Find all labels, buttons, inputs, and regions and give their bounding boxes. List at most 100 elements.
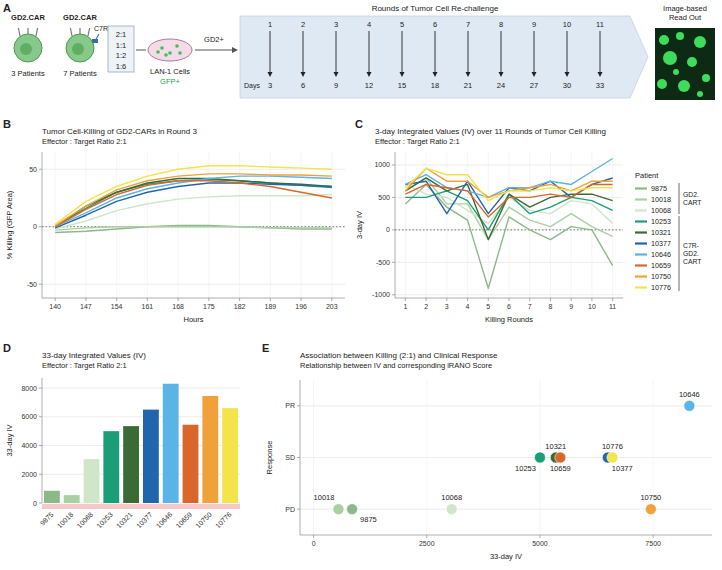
tick-label: 3 [445,303,449,310]
round: 3 [334,20,338,29]
tick-label: 189 [265,303,277,310]
day: 9 [334,81,338,90]
tick-label: 147 [80,303,92,310]
rechallenge-arrow [303,31,304,73]
x-axis-line [300,535,712,536]
baseline-strip [42,504,240,509]
tick-label: 4 [466,303,470,310]
tick-mark [539,535,540,538]
tick-label: 203 [326,303,338,310]
arrow-head [301,72,306,77]
legend-entry: 10750 [651,272,671,281]
tick-mark [331,298,332,301]
tick-label: 0 [386,226,390,233]
day: 21 [464,81,472,90]
tick-label: 10068 [75,511,94,530]
day: 24 [497,81,505,90]
tick-mark [392,262,395,263]
tick-label: 10776 [214,511,233,530]
receptor [18,28,20,36]
nucleus [72,43,84,55]
tick-label: 5000 [532,540,548,547]
arrow-head [400,72,405,77]
tick-label: 2000 [21,471,37,478]
legend-swatch [635,253,647,255]
tick-mark [39,503,42,504]
round: 7 [466,20,470,29]
tick-label: 6000 [21,413,37,420]
ratio: 2:1 [116,30,126,39]
tick-label: 10253 [95,511,114,530]
point [684,400,695,411]
tick-label: SD [285,454,295,461]
tick-mark [39,445,42,446]
x-axis-line [42,298,345,299]
plot-area [44,384,238,503]
point-label: 10253 [515,464,536,473]
tick-mark [612,298,613,301]
grid-line [405,152,406,298]
tick-mark [509,298,510,301]
grid-line [85,152,86,298]
tick-mark [301,298,302,301]
y-axis-title: 33-day IV [5,424,14,456]
tick-label: 10659 [174,511,193,530]
tick-mark [297,405,300,406]
tick-mark [39,416,42,417]
legend-group-line: CART [683,258,701,265]
y-axis-line [395,152,396,298]
car-label: GD2.CAR [63,13,97,22]
readout-blob [676,32,684,40]
series-line [405,184,612,288]
point [534,452,545,463]
grid-line [591,152,592,298]
legend-entry: 10377 [651,239,671,248]
rechallenge-arrow [369,31,370,73]
tick-label: 4000 [21,442,37,449]
chart-subtitle: Effector : Target Ratio 2:1 [42,137,127,146]
panel-letter: B [3,118,11,130]
reporter: GFP+ [160,77,180,86]
tick-label: 168 [172,303,184,310]
series-line [55,166,332,225]
series-line [55,178,332,226]
tick-mark [591,298,592,301]
patient-count: 7 Patients [63,69,97,78]
plot-area [333,400,695,514]
tick-label: 161 [142,303,154,310]
panel-letter: D [3,342,11,354]
tick-mark [85,298,86,301]
tick-mark [426,535,427,538]
legend-swatch [635,198,647,200]
tick-label: 7500 [645,540,661,547]
grid-line [301,152,302,298]
tick-label: 175 [203,303,215,310]
round: 11 [596,20,604,29]
readout-line: Image-based [663,4,707,13]
arrow-head [433,72,438,77]
tick-mark [297,509,300,510]
tick-mark [571,298,572,301]
round: 6 [433,20,437,29]
tick-label: 10646 [155,511,174,530]
readout-blob [702,74,710,82]
legend-entry: 10646 [651,250,671,259]
x-axis-line [395,298,623,299]
grid-line [270,152,271,298]
readout-blob [697,91,703,97]
tick-label: 1000 [374,161,390,168]
y-axis-title: Response [265,441,274,475]
series-line [405,168,612,197]
x-axis-title: 33-day IV [490,552,522,561]
tick-label: 8 [549,303,553,310]
arrow [195,50,232,51]
series-line [405,178,612,214]
tick-label: 154 [111,303,123,310]
plot-area [42,166,345,233]
tick-mark [392,229,395,230]
readout-image [655,28,715,100]
tumor-cell [160,46,164,50]
grid-line [612,152,613,298]
round: 9 [532,20,536,29]
arrow [136,50,146,51]
